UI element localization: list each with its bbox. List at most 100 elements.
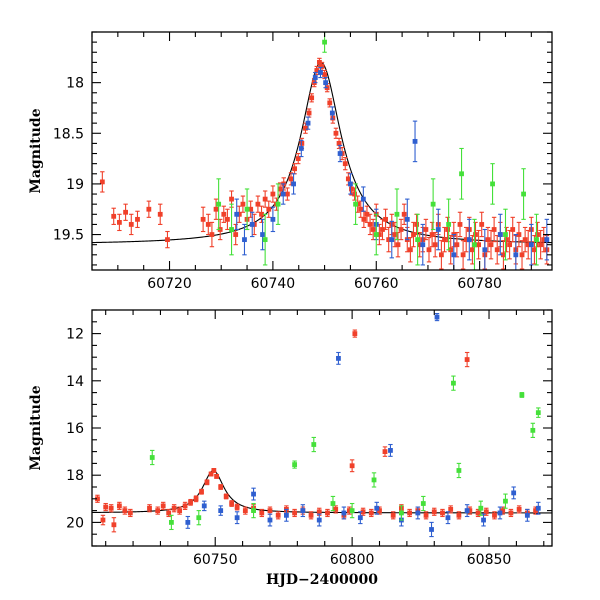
data-point xyxy=(229,227,234,232)
plot-frame xyxy=(91,31,553,271)
data-point xyxy=(309,95,315,101)
data-point xyxy=(201,503,207,509)
data-point xyxy=(388,448,393,453)
data-point xyxy=(407,510,413,516)
data-point xyxy=(401,211,407,217)
data-point xyxy=(204,479,210,485)
data-point xyxy=(524,512,530,518)
plot-area xyxy=(92,32,552,270)
data-point xyxy=(295,156,301,161)
data-point xyxy=(535,232,540,237)
data-point xyxy=(319,64,325,69)
data-point xyxy=(472,242,477,248)
data-point xyxy=(504,237,509,243)
data-point xyxy=(277,186,283,192)
data-point xyxy=(205,222,211,227)
data-point xyxy=(275,512,281,518)
data-point xyxy=(242,508,248,513)
data-point xyxy=(108,505,114,511)
data-point xyxy=(516,507,522,512)
data-point xyxy=(464,357,470,362)
y-tick-label: 18 xyxy=(66,76,84,92)
data-point xyxy=(234,504,240,510)
y-tick-label: 18 xyxy=(66,468,84,484)
data-point xyxy=(353,201,358,207)
y-tick-label: 14 xyxy=(66,374,84,390)
y-tick-label: 19 xyxy=(66,177,84,193)
data-point xyxy=(532,247,537,253)
data-point xyxy=(223,494,229,499)
data-point xyxy=(367,222,373,227)
data-point xyxy=(521,191,526,197)
data-point xyxy=(248,206,254,212)
data-point xyxy=(394,211,400,217)
data-point xyxy=(249,222,255,227)
data-point xyxy=(216,201,222,207)
y-axis-label: Magnitude xyxy=(28,385,44,470)
data-point xyxy=(415,237,421,243)
data-point xyxy=(225,216,230,222)
data-point xyxy=(99,179,105,185)
data-point xyxy=(200,216,206,222)
data-point xyxy=(497,232,503,237)
data-point xyxy=(357,515,363,521)
data-point xyxy=(466,237,472,243)
data-point xyxy=(390,512,396,518)
data-point xyxy=(420,242,426,248)
data-point xyxy=(322,72,327,77)
data-point xyxy=(211,468,217,473)
data-point xyxy=(292,462,298,467)
data-point xyxy=(392,232,398,237)
data-point xyxy=(364,211,370,217)
series-0 xyxy=(99,57,550,270)
data-point xyxy=(454,242,460,248)
data-point xyxy=(374,505,380,511)
data-point xyxy=(459,171,464,177)
data-point xyxy=(236,211,242,217)
data-point xyxy=(259,510,265,516)
x-axis-label: HJD−2400000 xyxy=(266,572,378,588)
data-point xyxy=(457,222,463,227)
data-point xyxy=(127,510,133,516)
data-point xyxy=(291,181,296,187)
data-point xyxy=(451,380,456,386)
data-point xyxy=(262,196,268,202)
data-point xyxy=(371,477,377,483)
data-point xyxy=(330,501,336,506)
data-point xyxy=(376,232,382,237)
x-tick-label: 60720 xyxy=(147,276,192,292)
data-point xyxy=(260,232,265,237)
data-point xyxy=(510,227,516,232)
x-tick-label: 60760 xyxy=(354,276,399,292)
data-point xyxy=(492,512,497,518)
data-point xyxy=(360,196,366,202)
data-point xyxy=(440,510,445,516)
x-tick-label: 60850 xyxy=(467,552,512,568)
data-point xyxy=(423,227,429,232)
data-point xyxy=(116,503,122,509)
y-tick-label: 20 xyxy=(66,515,84,531)
data-point xyxy=(185,520,191,525)
x-tick-label: 60740 xyxy=(251,276,296,292)
data-point xyxy=(373,232,379,237)
data-point xyxy=(242,237,247,243)
data-point xyxy=(360,509,366,515)
data-point xyxy=(292,510,298,516)
data-point xyxy=(490,181,495,187)
data-point xyxy=(229,196,234,202)
data-point xyxy=(475,510,481,516)
data-point xyxy=(442,237,447,243)
data-point xyxy=(383,216,388,222)
y-tick-label: 19.5 xyxy=(53,228,84,244)
data-point xyxy=(337,151,343,156)
data-point xyxy=(431,509,437,515)
data-point xyxy=(513,252,519,258)
data-point xyxy=(503,498,508,504)
data-point xyxy=(146,206,152,212)
data-point xyxy=(229,501,235,506)
data-point xyxy=(544,237,550,243)
data-point xyxy=(262,237,268,243)
data-point xyxy=(111,522,117,528)
data-point xyxy=(399,510,404,516)
